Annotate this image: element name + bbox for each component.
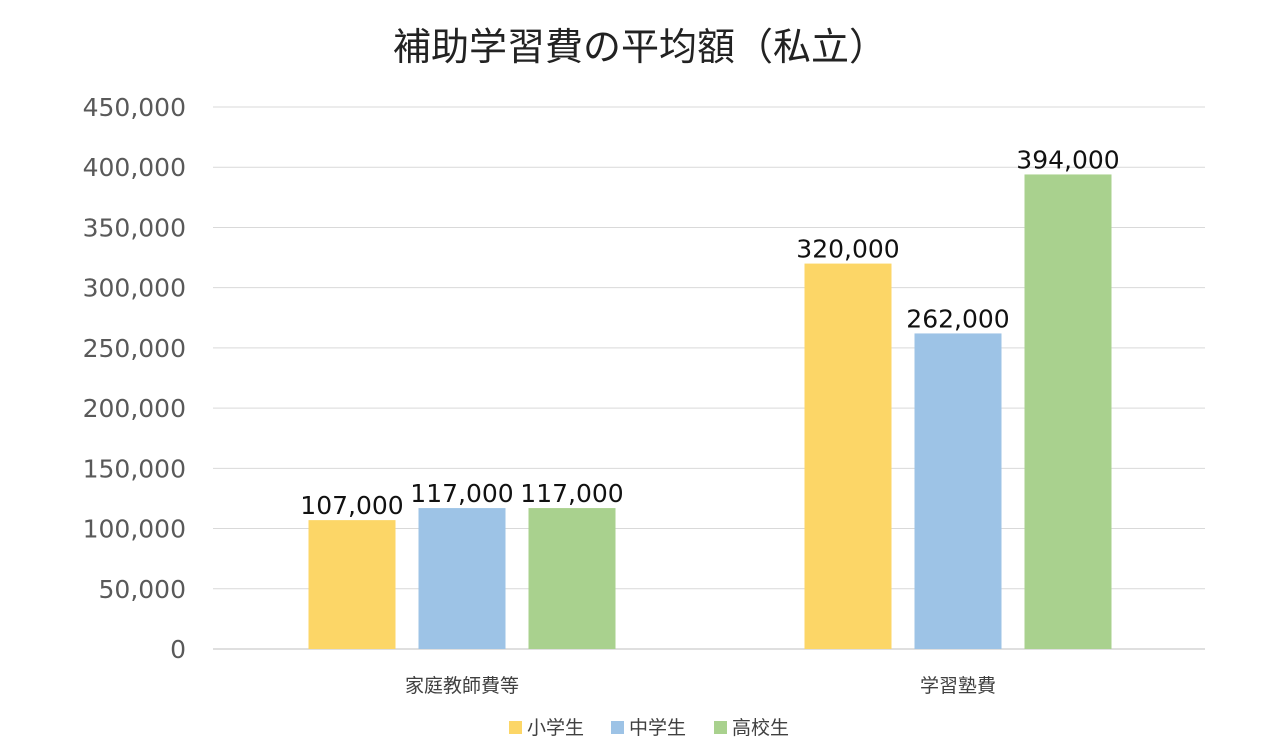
legend-entry: 中学生 <box>629 717 686 739</box>
legend-entry: 小学生 <box>527 717 584 739</box>
y-tick-label: 350,000 <box>83 213 186 242</box>
data-labels: 107,000 320,000 117,000 262,000 117,000 394,0… <box>300 145 1119 520</box>
y-tick-label: 50,000 <box>99 575 186 604</box>
bar-series-2-category-1 <box>1024 174 1112 649</box>
data-label: 320,000 <box>796 235 899 264</box>
bar-series-0-category-1 <box>804 263 892 649</box>
legend-entry: 高校生 <box>732 717 789 739</box>
x-category-label: 学習塾費 <box>920 675 996 697</box>
y-tick-label: 100,000 <box>83 515 186 544</box>
y-axis-tick-labels: 0 50,000 100,000 150,000 200,000 250,000 300,0… <box>83 93 186 664</box>
y-tick-label: 300,000 <box>83 274 186 303</box>
legend-swatch <box>509 721 522 734</box>
bar-series-1-category-1 <box>914 333 1002 649</box>
y-tick-label: 400,000 <box>83 153 186 182</box>
x-axis-category-labels: 家庭教師費等 学習塾費 <box>405 675 996 697</box>
y-tick-label: 250,000 <box>83 334 186 363</box>
bars <box>308 174 1112 649</box>
chart-title: 補助学習費の平均額（私立） <box>393 25 887 69</box>
y-tick-label: 0 <box>170 635 186 664</box>
bar-series-0-category-0 <box>308 520 396 649</box>
y-tick-label: 200,000 <box>83 394 186 423</box>
data-label: 107,000 <box>300 491 403 520</box>
legend-swatch <box>714 721 727 734</box>
data-label: 262,000 <box>906 304 1009 333</box>
legend: 小学生 中学生 高校生 <box>509 717 789 739</box>
bar-series-2-category-0 <box>528 508 616 649</box>
y-tick-label: 450,000 <box>83 93 186 122</box>
x-category-label: 家庭教師費等 <box>405 675 519 697</box>
data-label: 117,000 <box>520 479 623 508</box>
y-tick-label: 150,000 <box>83 454 186 483</box>
data-label: 394,000 <box>1016 145 1119 174</box>
data-label: 117,000 <box>410 479 513 508</box>
bar-series-1-category-0 <box>418 508 506 649</box>
legend-swatch <box>611 721 624 734</box>
